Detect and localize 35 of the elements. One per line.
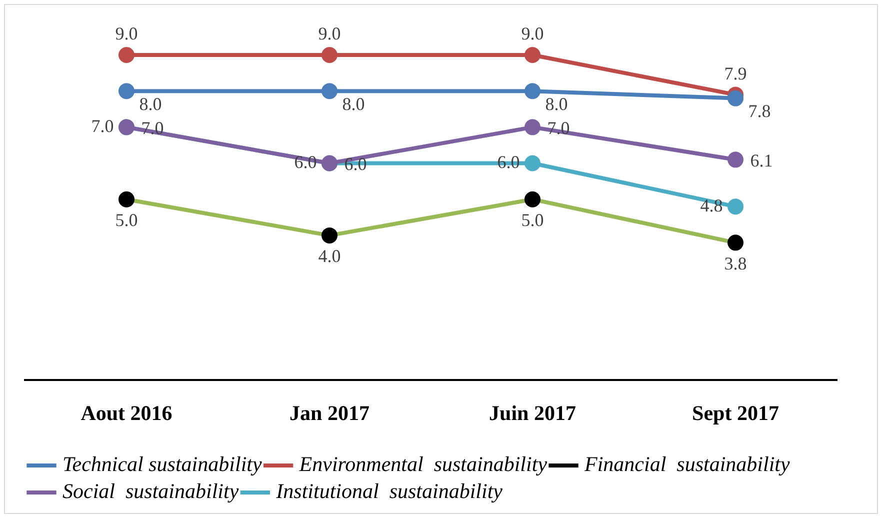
point	[322, 47, 338, 63]
x-tick-label: Jan 2017	[290, 400, 370, 425]
data-label: 9.0	[521, 24, 544, 44]
data-label: 5.0	[115, 210, 138, 230]
legend-label: Environmental sustainability	[298, 452, 548, 476]
point	[524, 155, 540, 172]
point	[118, 47, 134, 63]
legend-label: Social sustainability	[62, 479, 240, 504]
point	[728, 152, 744, 168]
x-tick-label: Aout 2016	[80, 400, 172, 425]
data-label: 7.9	[724, 63, 747, 84]
data-label: 5.0	[521, 210, 544, 230]
point	[322, 83, 338, 100]
data-label: 8.0	[545, 94, 568, 114]
point	[524, 47, 540, 63]
point	[728, 198, 744, 215]
data-label: 7.8	[748, 101, 771, 122]
point	[524, 119, 540, 136]
legend-label: Technical sustainability	[62, 452, 262, 476]
data-label: 6.1	[750, 150, 773, 170]
data-label: 8.0	[342, 94, 365, 114]
data-label: 6.0	[344, 154, 367, 174]
x-tick-label: Sept 2017	[692, 400, 779, 425]
legend-label: Institutional sustainability	[275, 479, 504, 504]
data-label: 9.0	[115, 24, 138, 44]
legend-label: Financial sustainability	[584, 452, 791, 476]
data-label: 9.0	[318, 24, 341, 44]
data-label: 7.0	[91, 116, 114, 136]
point	[524, 83, 540, 100]
data-label: 3.8	[724, 253, 747, 274]
point	[118, 83, 134, 100]
point	[728, 90, 744, 106]
data-label: 4.0	[318, 246, 341, 266]
x-tick-label: Juin 2017	[489, 400, 576, 425]
data-label: 8.0	[139, 94, 162, 114]
